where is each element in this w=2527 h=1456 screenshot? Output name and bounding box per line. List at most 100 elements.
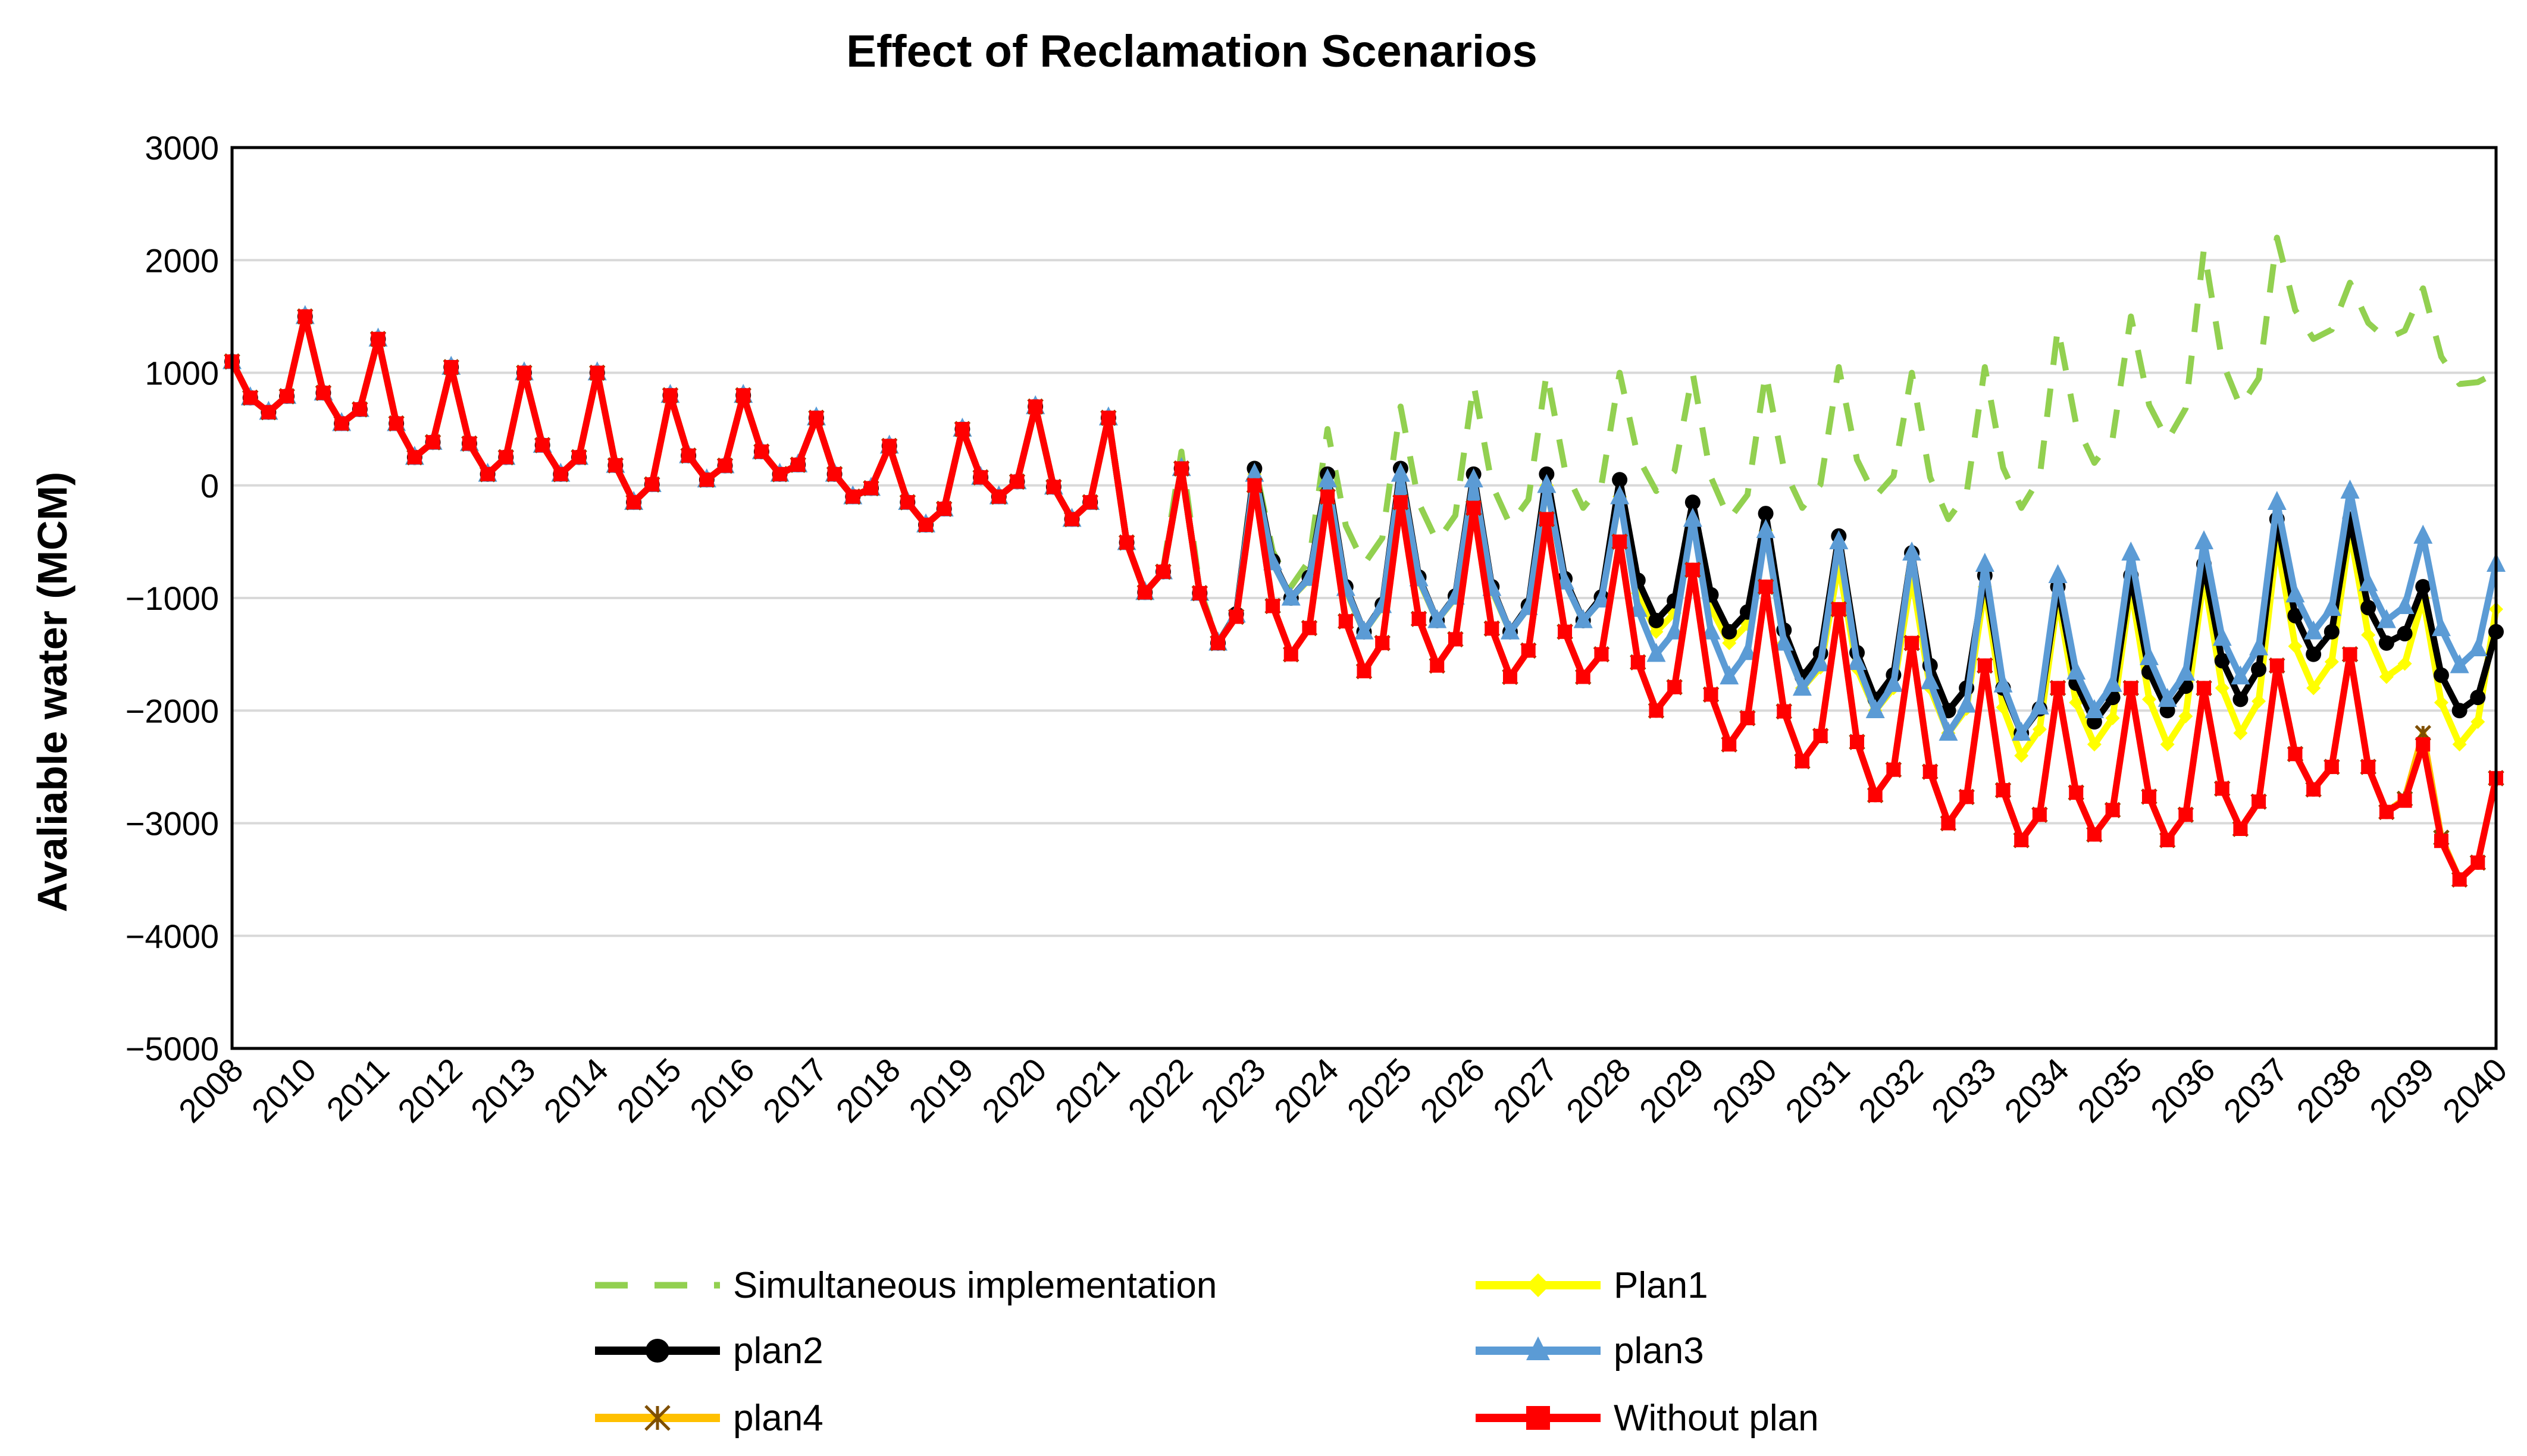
data-point xyxy=(1740,710,1755,725)
data-point xyxy=(1430,658,1445,673)
data-point xyxy=(1683,508,1702,527)
legend-item-simultaneous-implementation[interactable]: Simultaneous implementation xyxy=(595,1265,1217,1306)
data-point xyxy=(1464,468,1483,488)
data-point xyxy=(1083,495,1098,510)
data-point xyxy=(2416,737,2431,752)
data-point xyxy=(2231,665,2250,685)
data-point xyxy=(2014,748,2029,763)
data-point xyxy=(1485,621,1499,636)
legend[interactable]: Simultaneous implementation Plan1 plan2 pla… xyxy=(595,1265,1819,1439)
data-point xyxy=(2324,624,2340,640)
data-point xyxy=(1101,411,1116,425)
data-point xyxy=(2324,759,2339,774)
data-point xyxy=(1630,655,1645,670)
data-point xyxy=(2452,872,2467,887)
data-point xyxy=(1758,580,1773,594)
data-point xyxy=(2014,832,2029,847)
y-axis-label: Avaliable water (MCM) xyxy=(29,472,76,912)
data-point xyxy=(1612,472,1628,488)
y-tick-label: −2000 xyxy=(126,692,219,729)
data-point xyxy=(1028,399,1043,414)
data-point xyxy=(1558,624,1573,639)
data-point xyxy=(2340,480,2360,499)
data-point xyxy=(553,466,568,481)
data-point xyxy=(2470,715,2485,729)
data-point xyxy=(371,331,386,346)
data-point xyxy=(1737,641,1757,660)
data-point xyxy=(1411,612,1426,627)
data-point xyxy=(1777,704,1792,719)
data-point xyxy=(1665,620,1684,640)
data-point xyxy=(2178,807,2193,822)
data-point xyxy=(1283,647,1298,662)
data-point xyxy=(2470,690,2486,706)
legend-item-plan4[interactable]: plan4 xyxy=(595,1398,823,1439)
legend-marker xyxy=(1526,1336,1550,1360)
data-point xyxy=(2361,628,2376,643)
data-point xyxy=(791,458,806,472)
data-point xyxy=(1959,790,1974,804)
data-point xyxy=(298,309,312,324)
y-tick-label: −1000 xyxy=(126,580,219,617)
legend-marker xyxy=(644,1405,671,1431)
data-point xyxy=(2306,681,2321,696)
data-point xyxy=(1592,588,1611,608)
data-point xyxy=(2160,737,2175,752)
data-point xyxy=(2105,710,2120,725)
data-point xyxy=(2160,832,2175,847)
data-point xyxy=(1831,602,1846,616)
plot-area-frame xyxy=(230,146,2498,1050)
data-point xyxy=(699,472,714,487)
data-point xyxy=(1811,652,1830,672)
data-point xyxy=(516,365,531,380)
data-point xyxy=(973,470,988,485)
legend-marker xyxy=(1526,1273,1550,1297)
data-point xyxy=(2306,646,2322,662)
data-point xyxy=(2413,524,2433,544)
data-point xyxy=(480,466,495,481)
legend-marker xyxy=(646,1339,669,1363)
data-point xyxy=(2105,803,2120,818)
data-point xyxy=(1884,672,1903,692)
legend-label: plan3 xyxy=(1614,1330,1704,1372)
y-tick-label: −4000 xyxy=(126,918,219,955)
data-point xyxy=(1211,635,1226,650)
data-point xyxy=(261,405,276,419)
data-point xyxy=(1266,599,1280,613)
data-point xyxy=(1393,495,1408,510)
legend-item-without-plan[interactable]: Without plan xyxy=(1476,1398,1819,1439)
data-point xyxy=(1905,635,1919,650)
data-point xyxy=(1391,462,1410,482)
data-point xyxy=(2415,579,2431,595)
data-point xyxy=(2032,722,2047,737)
data-point xyxy=(1010,474,1025,489)
data-point xyxy=(1850,734,1865,749)
data-point xyxy=(2379,804,2394,819)
legend-label: Plan1 xyxy=(1614,1265,1708,1306)
data-point xyxy=(316,386,331,400)
data-point xyxy=(1886,762,1901,777)
legend-label: plan4 xyxy=(733,1398,823,1439)
legend-item-plan2[interactable]: plan2 xyxy=(595,1330,823,1372)
data-point xyxy=(499,450,513,465)
data-point xyxy=(1573,609,1593,628)
data-point xyxy=(2178,709,2193,724)
legend-item-plan3[interactable]: plan3 xyxy=(1476,1330,1704,1372)
data-point xyxy=(2288,747,2303,762)
data-point xyxy=(827,466,842,481)
data-point xyxy=(2431,617,2451,637)
data-point xyxy=(1338,614,1353,629)
data-point xyxy=(2232,691,2249,707)
legend-item-plan1[interactable]: Plan1 xyxy=(1476,1265,1708,1306)
data-point xyxy=(2397,793,2412,808)
data-point xyxy=(2379,669,2394,684)
data-point xyxy=(352,402,367,417)
data-point xyxy=(2157,688,2177,707)
data-point xyxy=(1229,609,1244,624)
data-point xyxy=(2194,530,2214,550)
data-point xyxy=(2343,647,2357,662)
y-tick-label: 1000 xyxy=(145,355,219,392)
data-point xyxy=(937,502,951,516)
